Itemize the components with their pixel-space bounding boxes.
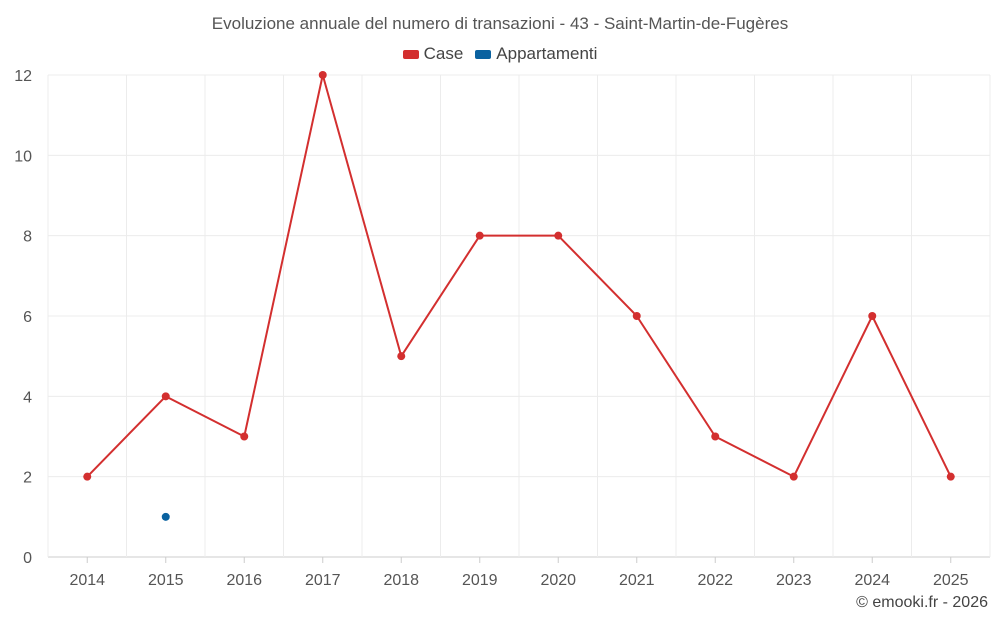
chart-title: Evoluzione annuale del numero di transaz… (211, 14, 789, 33)
y-tick-label: 8 (23, 229, 32, 246)
data-point-case-2023 (789, 472, 798, 481)
chart-legend: Case Appartamenti (0, 44, 1000, 64)
legend-label-appartamenti: Appartamenti (496, 44, 598, 63)
y-tick-label: 0 (23, 550, 32, 567)
data-point-case-2020 (554, 231, 563, 240)
x-tick-label: 2014 (69, 572, 105, 589)
legend-item-appartamenti[interactable]: Appartamenti (475, 44, 597, 64)
x-tick-label: 2025 (933, 572, 969, 589)
credit-text: © emooki.fr - 2026 (856, 594, 988, 611)
data-point-case-2018 (397, 352, 406, 361)
legend-swatch-appartamenti (475, 49, 492, 59)
data-point-case-2014 (83, 472, 92, 481)
x-tick-label: 2019 (462, 572, 498, 589)
data-point-case-2015 (161, 392, 170, 401)
y-tick-label: 10 (14, 148, 32, 165)
x-tick-label: 2021 (619, 572, 655, 589)
x-tick-label: 2016 (226, 572, 262, 589)
x-tick-label: 2018 (383, 572, 419, 589)
data-point-case-2016 (240, 432, 249, 441)
legend-label-case: Case (423, 44, 464, 63)
legend-item-case[interactable]: Case (402, 44, 464, 64)
data-point-case-2017 (318, 71, 327, 79)
legend-swatch-case (402, 49, 419, 59)
data-point-case-2021 (632, 312, 641, 320)
x-tick-label: 2022 (697, 572, 733, 589)
data-point-case-2025 (946, 472, 955, 481)
data-point-case-2024 (868, 312, 877, 320)
y-tick-label: 12 (14, 68, 32, 85)
x-tick-label: 2015 (148, 572, 184, 589)
data-point-case-2019 (475, 231, 484, 240)
data-point-appartamenti-2015 (161, 512, 170, 521)
x-tick-label: 2017 (305, 572, 341, 589)
y-tick-label: 4 (23, 389, 32, 406)
y-tick-label: 6 (23, 309, 32, 326)
x-tick-label: 2023 (776, 572, 812, 589)
x-tick-label: 2020 (540, 572, 576, 589)
series-line-case (86, 74, 952, 478)
data-point-case-2022 (711, 432, 720, 441)
x-tick-label: 2024 (854, 572, 890, 589)
y-tick-label: 2 (23, 470, 32, 487)
